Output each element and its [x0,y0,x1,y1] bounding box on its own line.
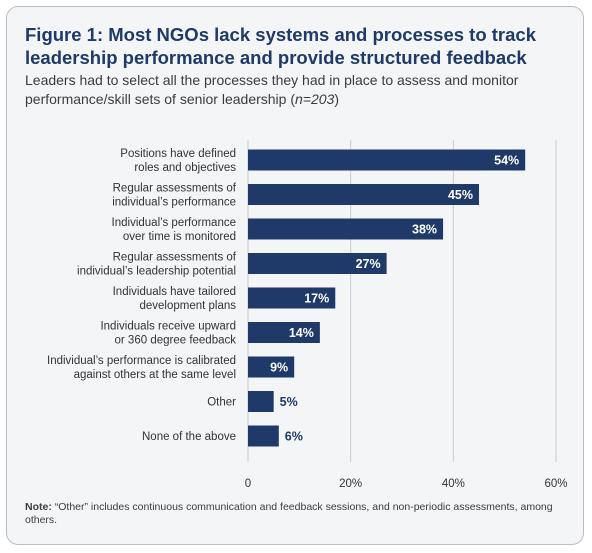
category-labels: Positions have defined roles and objectiv… [47,148,237,443]
category-label: Regular assessments of [113,183,237,195]
category-label: Individuals have tailored [113,286,236,298]
category-label: individual’s leadership potential [77,266,236,278]
category-label: against others at the same level [74,369,236,381]
note-text: “Other” includes continuous communicatio… [25,501,553,526]
bar [248,287,336,309]
x-tick-label: 0 [245,478,251,490]
bar [248,149,526,171]
bar [248,322,320,343]
subtitle-end: ) [334,91,340,107]
category-label: Regular assessments of [113,252,237,264]
bar-value-label: 38% [412,223,437,237]
category-label: Individual’s performance is calibrated [47,355,236,367]
bar-value-label: 5% [280,395,298,409]
category-label: or 360 degree feedback [115,335,237,347]
category-label: over time is monitored [123,231,236,243]
bars [248,149,526,447]
x-tick-label: 40% [442,478,465,490]
bar [248,184,479,205]
category-label: development plans [139,300,236,312]
bar-value-label: 45% [448,188,473,202]
x-tick-labels: 0 20% 40% 60% [245,478,568,490]
bar [248,356,295,378]
figure-subtitle: Leaders had to select all the processes … [25,71,575,109]
bar [248,253,387,274]
category-label: Individuals receive upward [100,321,236,333]
figure-title: Figure 1: Most NGOs lack systems and pro… [25,24,536,68]
category-label: Individual’s performance [112,217,236,229]
bar-value-label: 54% [494,154,519,168]
category-label: None of the above [142,431,236,443]
subtitle-sample-size: n=203 [295,91,335,107]
bar-value-label: 6% [285,430,303,444]
category-label: roles and objectives [134,162,236,174]
figure-card: Figure 1: Most NGOs lack systems and pro… [6,6,584,545]
x-tick-label: 20% [339,478,362,490]
bar-value-label: 27% [356,257,381,271]
category-label: Positions have defined [120,148,236,160]
figure-note: Note: “Other” includes continuous commun… [25,501,570,527]
category-label: Other [207,397,236,409]
bar [248,218,444,240]
note-label: Note: [25,501,52,513]
bar [248,425,279,447]
x-tick-label: 60% [544,478,567,490]
subtitle-main: Leaders had to select all the processes … [25,72,519,107]
bar-value-label: 14% [289,326,314,340]
category-label: individual’s performance [112,197,236,209]
bar [248,391,274,412]
bar-value-label: 17% [304,292,329,306]
data-labels: 54% 45% 38% 27% 17% 14% 9% 5% 6% [270,154,519,444]
bar-value-label: 9% [270,361,288,375]
